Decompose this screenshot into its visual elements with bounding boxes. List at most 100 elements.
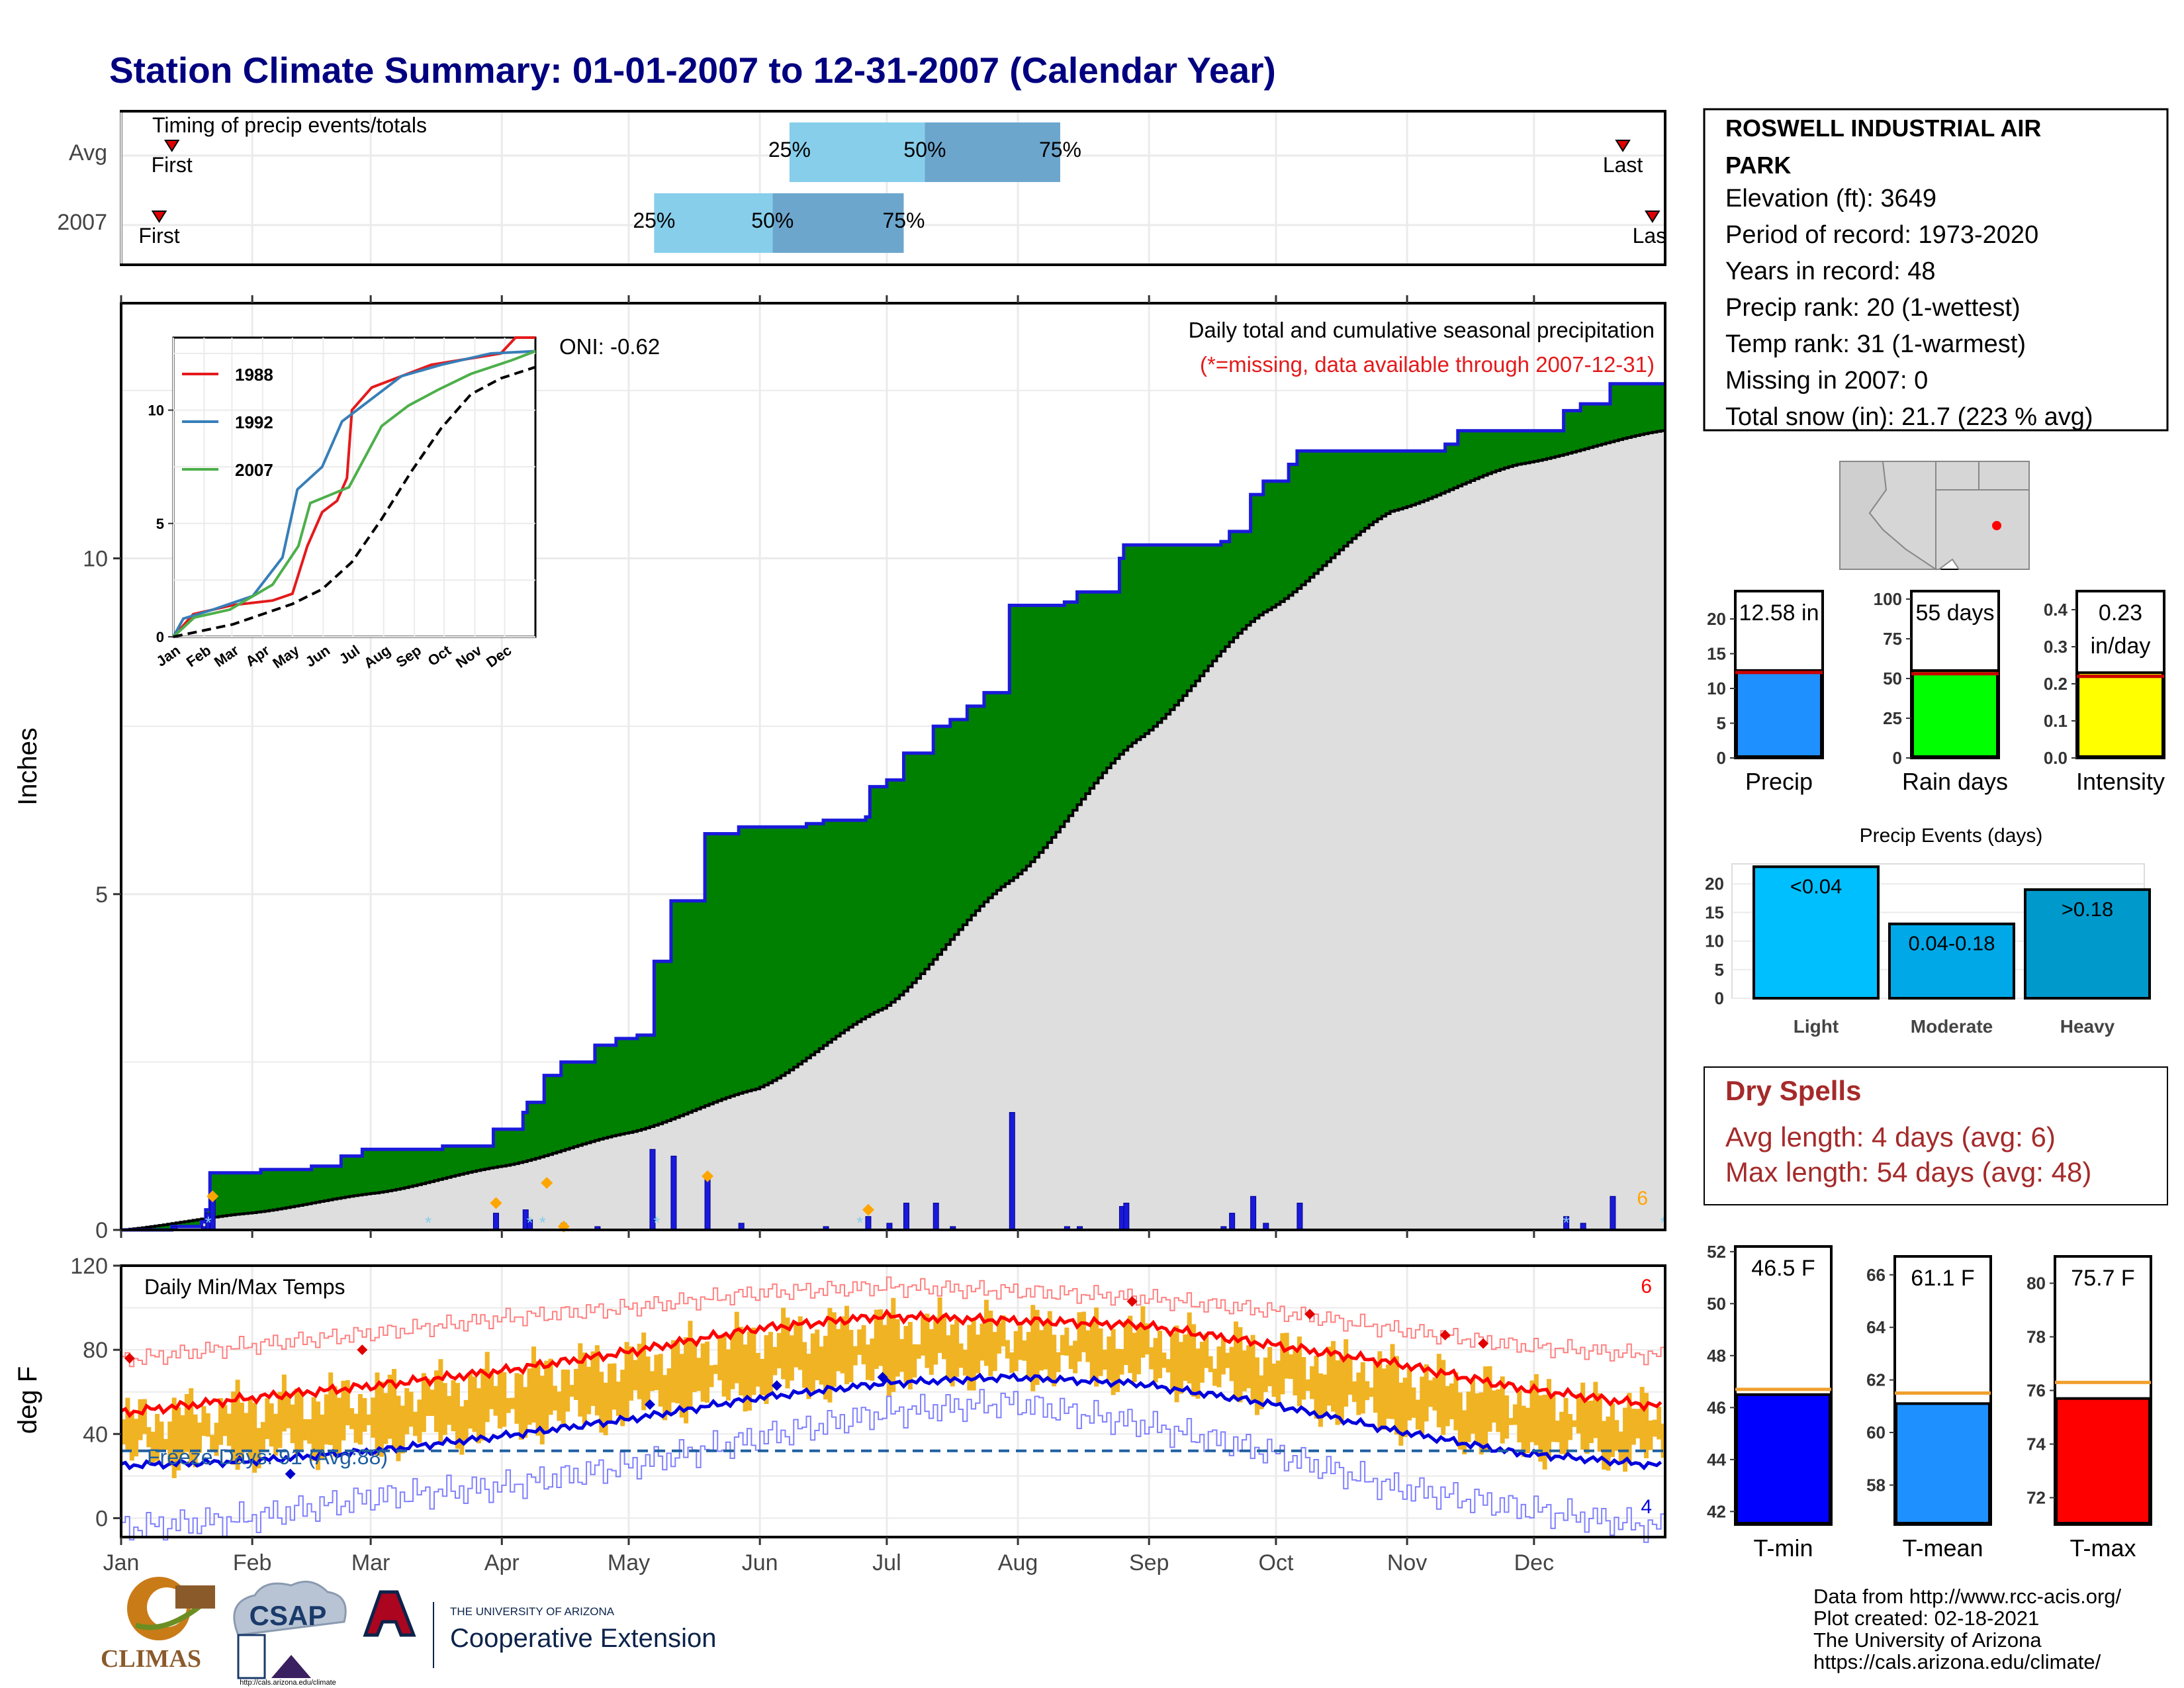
daily-temp-range-bar <box>1500 1376 1505 1444</box>
timing-clip <box>1666 111 1693 265</box>
daily-temp-range-bar <box>493 1385 498 1416</box>
daily-temp-range-bar <box>320 1414 325 1460</box>
daily-temp-range-bar <box>129 1411 134 1461</box>
daily-temp-range-bar <box>852 1346 858 1366</box>
daily-temp-range-bar <box>1123 1321 1128 1366</box>
daily-precip-bar <box>903 1202 909 1231</box>
tempbar-tmax-value-label: 75.7 F <box>2071 1266 2134 1291</box>
precip-events-chart: Precip Events (days) 0 5 10 15 20 <0.04 Light 0… <box>1705 825 2151 1037</box>
daily-temp-range-bar <box>1551 1395 1556 1442</box>
daily-temp-range-bar <box>679 1354 684 1418</box>
daily-temp-range-bar <box>1225 1352 1230 1368</box>
daily-temp-range-bar <box>633 1360 638 1391</box>
average-high-line <box>120 1308 1662 1419</box>
ua-small-text: THE UNIVERSITY OF ARIZONA <box>450 1605 615 1618</box>
daily-temp-range-bar <box>1305 1379 1310 1391</box>
timing-year-last-marker <box>1645 211 1661 223</box>
tempbar-tmin-value-label: 46.5 F <box>1751 1256 1815 1281</box>
daily-temp-range-bar <box>590 1351 596 1406</box>
station-name-line2: PARK <box>1725 152 1791 179</box>
dry-spells-avg: Avg length: 4 days (avg: 6) <box>1725 1121 2056 1152</box>
inset-series-1992 <box>172 350 536 637</box>
events-category-label: Moderate <box>1911 1016 1993 1037</box>
daily-temp-range-bar <box>1525 1407 1531 1454</box>
daily-temp-range-bar <box>1220 1336 1226 1375</box>
daily-temp-range-bar <box>222 1405 228 1436</box>
daily-temp-range-bar <box>531 1346 536 1423</box>
daily-temp-range-bar <box>438 1359 443 1442</box>
temp-xtick-label: Jun <box>742 1550 778 1575</box>
daily-temp-range-bar <box>658 1354 663 1407</box>
daily-temp-range-bar <box>844 1305 849 1385</box>
summary-rain-days-ytick-label: 25 <box>1883 708 1902 728</box>
daily-temp-range-bar <box>603 1382 608 1436</box>
daily-temp-range-bar <box>265 1398 270 1439</box>
record-high-count: 6 <box>1641 1276 1652 1297</box>
timing-year-pct-label: 75% <box>882 209 925 232</box>
daily-temp-range-bar <box>886 1312 891 1396</box>
record-low-marker <box>285 1468 296 1479</box>
daily-precip-bar <box>670 1155 677 1231</box>
daily-temp-range-bar <box>1259 1375 1264 1409</box>
station-info-line: Elevation (ft): 3649 <box>1725 185 1936 212</box>
daily-temp-range-bar <box>1420 1376 1425 1434</box>
csap-url: http://cals.arizona.edu/climate <box>240 1679 336 1687</box>
inset-legend-label: 1988 <box>235 365 273 385</box>
daily-temp-range-bar <box>413 1411 418 1436</box>
daily-temp-range-bar <box>1445 1385 1450 1427</box>
precip-panel: * * * * * * * * Inches Daily total and cumulati… <box>13 295 1667 1243</box>
events-bar-light <box>1752 865 1880 1000</box>
daily-temp-range-bar <box>891 1297 896 1392</box>
tempbar-tmean-ytick-label: 58 <box>1866 1475 1886 1495</box>
daily-temp-range-bar <box>1453 1372 1459 1430</box>
daily-temp-range-bar <box>523 1387 528 1438</box>
daily-temp-range-bar <box>1373 1361 1378 1413</box>
daily-temp-range-bar <box>371 1397 376 1438</box>
daily-temp-range-bar <box>954 1319 960 1378</box>
daily-temp-range-bar <box>176 1407 181 1471</box>
daily-temp-range-bar <box>565 1370 570 1412</box>
daily-temp-range-bar <box>273 1413 279 1456</box>
daily-temp-range-bar <box>159 1421 164 1450</box>
summary-precip-ytick-label: 5 <box>1717 714 1726 733</box>
daily-precip-bar <box>865 1216 872 1231</box>
daily-temp-range-bar <box>353 1413 359 1443</box>
daily-temp-range-bar <box>180 1415 185 1455</box>
daily-temp-range-bar <box>1039 1330 1044 1371</box>
daily-precip-bar <box>1250 1196 1257 1231</box>
daily-temp-range-bar <box>193 1414 198 1468</box>
daily-temp-range-bar <box>142 1399 147 1434</box>
daily-temp-range-bar <box>332 1386 338 1457</box>
temp-ytick-label: 80 <box>83 1338 108 1363</box>
daily-temp-range-bar <box>561 1369 566 1425</box>
daily-precip-bar <box>1610 1196 1616 1231</box>
daily-temp-range-bar <box>976 1335 981 1374</box>
summary-intensity-ytick-label: 0.4 <box>2044 600 2068 620</box>
daily-temp-range-bar <box>747 1331 752 1411</box>
daily-temp-range-bar <box>700 1343 705 1402</box>
daily-temp-range-bar <box>979 1323 985 1361</box>
daily-temp-range-bar <box>189 1388 194 1464</box>
daily-temp-range-bar <box>286 1393 291 1429</box>
daily-temp-range-bar <box>336 1397 341 1458</box>
daily-temp-range-bar <box>1140 1306 1146 1358</box>
daily-temp-range-bar <box>1254 1357 1259 1415</box>
daily-temp-range-bar <box>1457 1392 1463 1450</box>
daily-temp-range-bar <box>1187 1312 1192 1383</box>
events-bar-label: 0.04-0.18 <box>1909 932 1995 955</box>
tempbar-tmean-ytick-label: 60 <box>1866 1423 1886 1442</box>
tempbar-tmin-ytick-label: 42 <box>1707 1501 1726 1521</box>
record-low-line <box>121 1389 1665 1543</box>
daily-temp-range-bar <box>489 1371 494 1409</box>
daily-temp-range-bar <box>1149 1347 1154 1370</box>
daily-temp-range-bar <box>138 1399 143 1440</box>
record-high-marker <box>357 1344 368 1356</box>
cumulative-2007-line <box>121 382 1665 1232</box>
daily-temp-range-bar <box>1547 1379 1552 1458</box>
temp-xtick-label: Oct <box>1259 1550 1294 1575</box>
station-location-dot <box>1992 521 2001 530</box>
summary-precip-ytick-label: 20 <box>1707 609 1726 629</box>
daily-temp-range-bar <box>1462 1410 1467 1455</box>
daily-temp-range-bar <box>324 1394 329 1445</box>
